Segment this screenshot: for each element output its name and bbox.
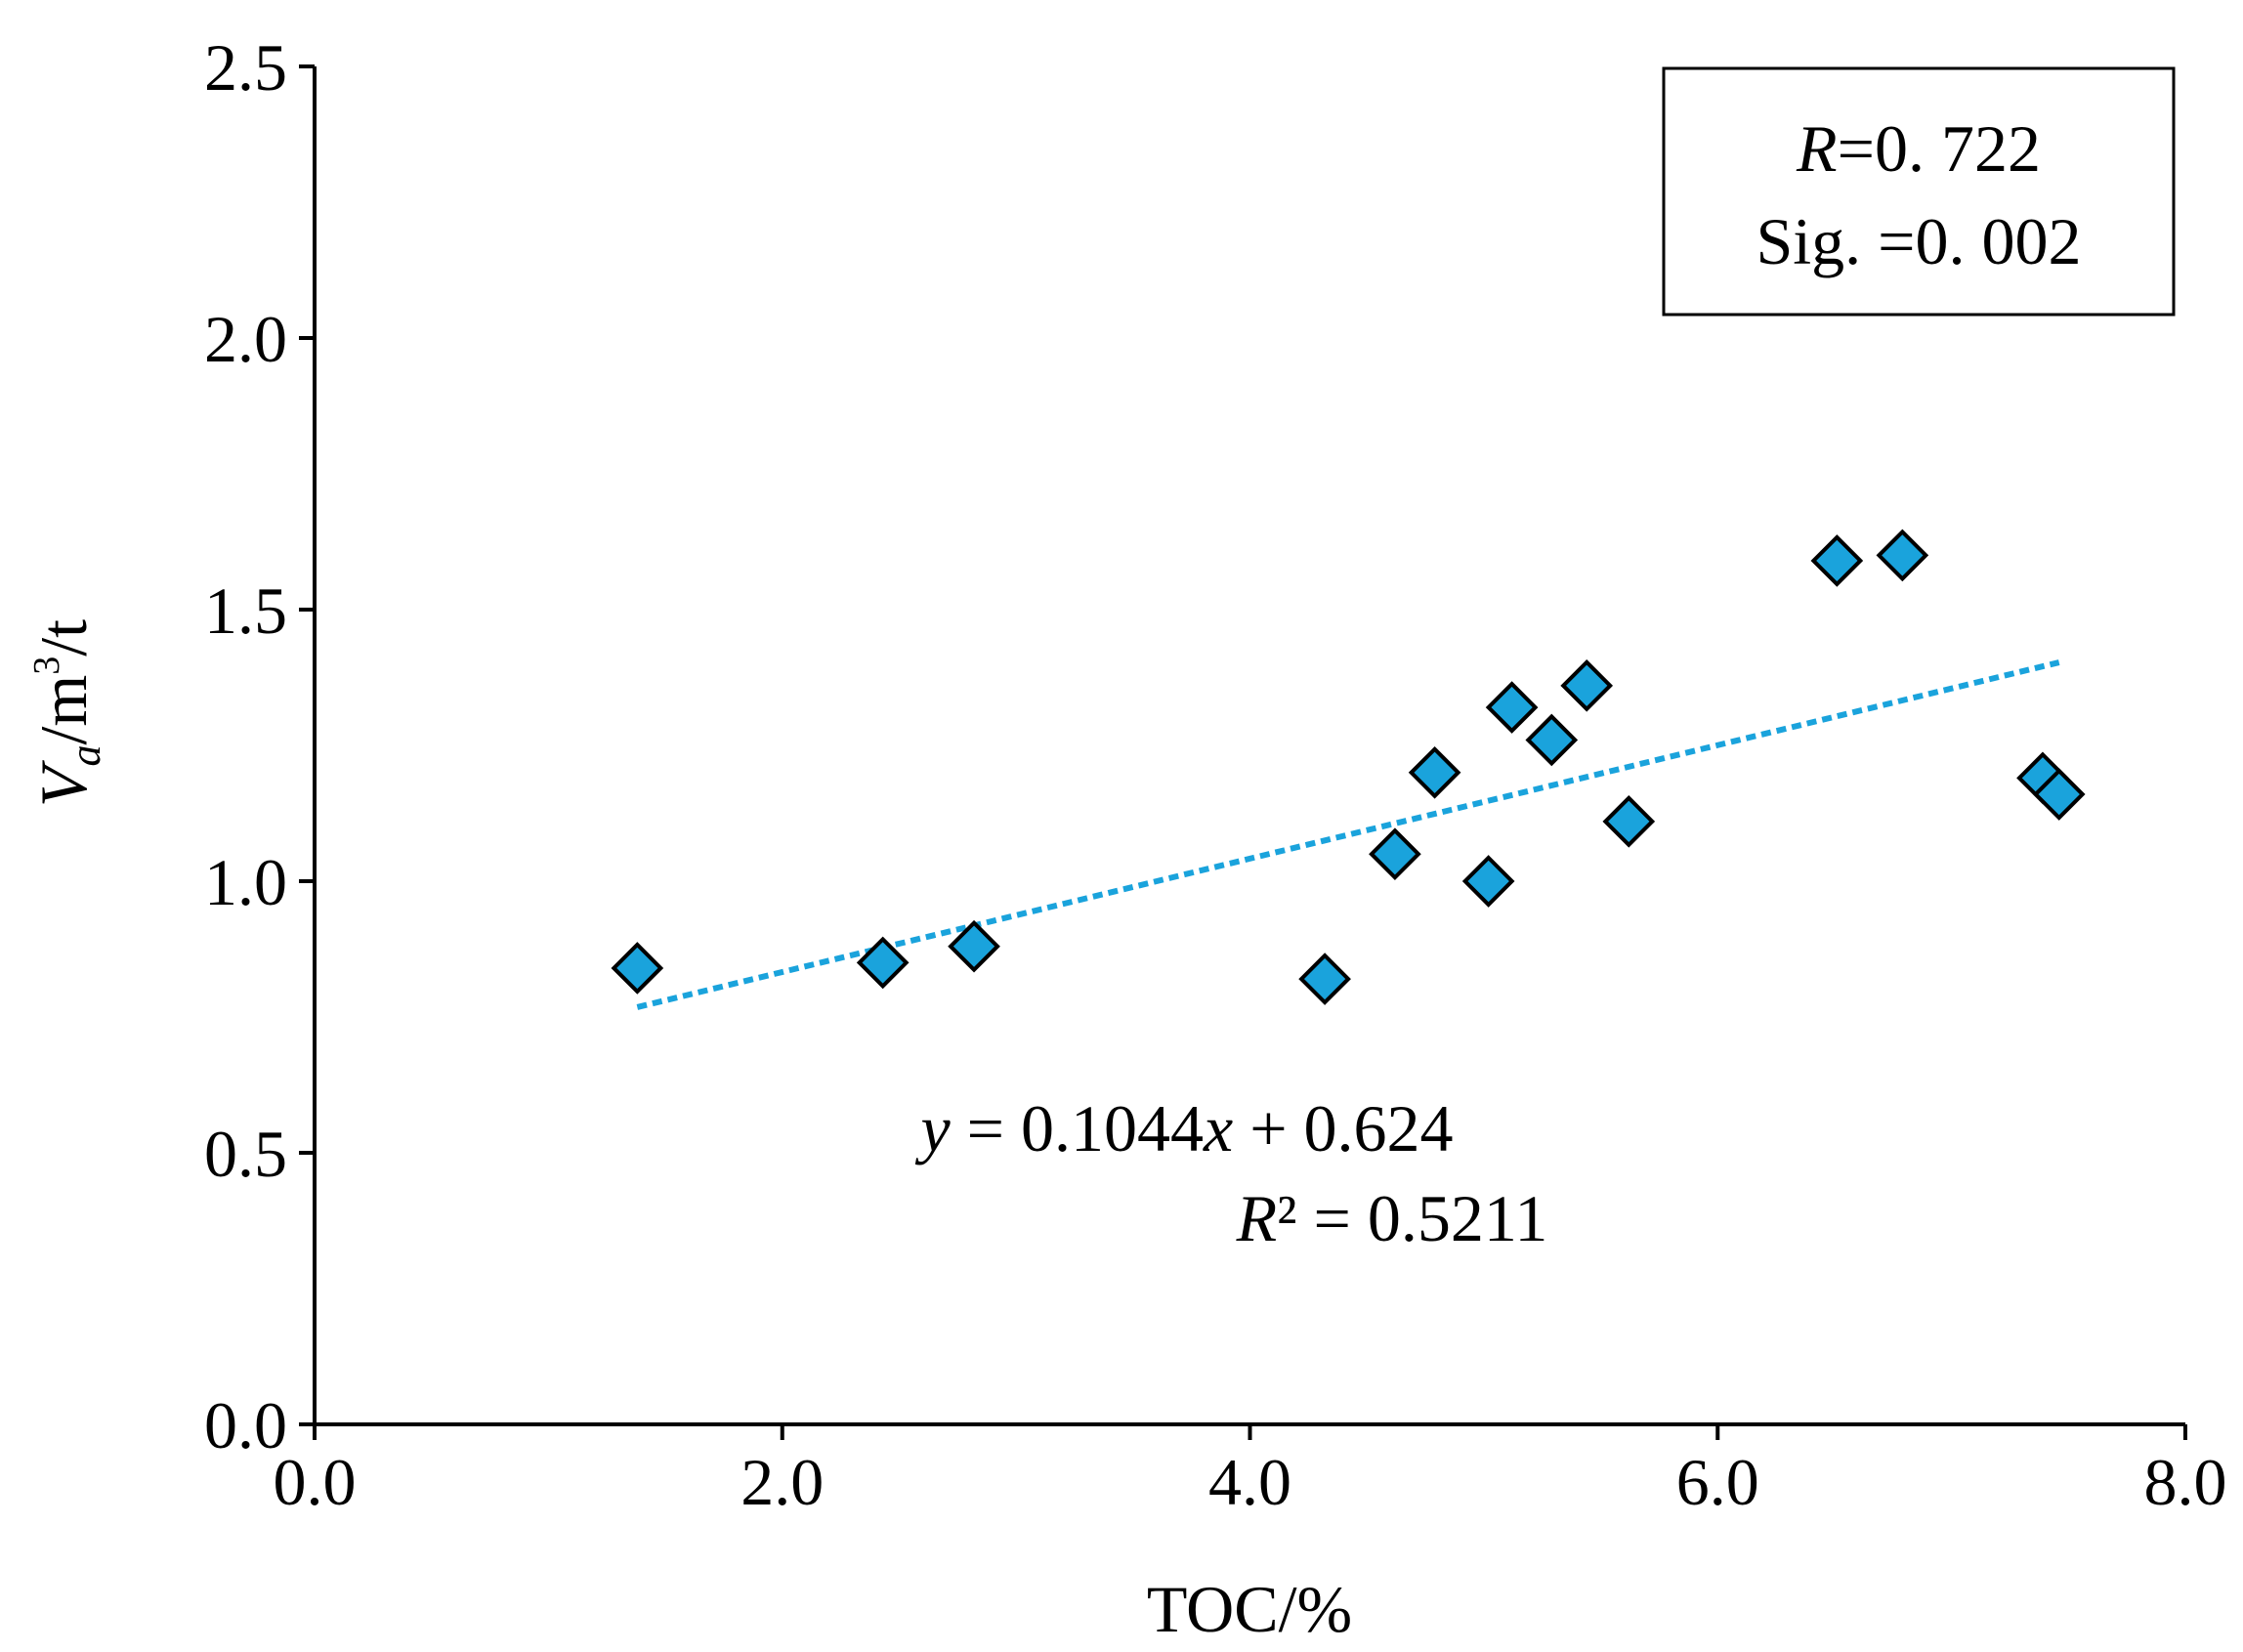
data-point xyxy=(1560,659,1614,712)
data-point xyxy=(2032,768,2086,821)
y-tick-label: 1.0 xyxy=(204,845,287,919)
stats-box: R=0. 722 Sig. =0. 002 xyxy=(1662,66,2176,317)
data-point xyxy=(948,919,1000,973)
data-point xyxy=(1525,713,1579,767)
data-point xyxy=(1369,827,1421,881)
y-tick-label: 2.5 xyxy=(204,30,287,105)
x-tick-label: 4.0 xyxy=(1208,1445,1291,1519)
y-axis-label: Va/m3/t xyxy=(26,619,109,807)
data-point xyxy=(1810,534,1864,587)
data-point xyxy=(856,936,910,990)
y-tick-label: 0.0 xyxy=(204,1388,287,1462)
regression-equation: y = 0.1044x + 0.624 R² = 0.5211 xyxy=(914,1091,1547,1255)
data-point xyxy=(1461,855,1515,908)
data-point xyxy=(1602,795,1656,848)
data-point xyxy=(1485,681,1539,734)
data-point xyxy=(611,942,664,995)
data-point xyxy=(1298,953,1351,1005)
y-tick-label: 1.5 xyxy=(204,573,287,648)
data-point xyxy=(1876,529,1929,582)
x-tick-label: 6.0 xyxy=(1676,1445,1759,1519)
data-point xyxy=(1408,745,1461,799)
trendline-layer xyxy=(636,659,2060,1010)
points xyxy=(611,529,2086,1005)
ticks: 0.0 0.5 1.0 1.5 2.0 2.5 0.0 2.0 4.0 6.0 8.0 xyxy=(204,30,2227,1519)
x-tick-label: 0.0 xyxy=(274,1445,357,1519)
stats-r-text: R=0. 722 xyxy=(1796,111,2041,186)
trendline xyxy=(636,659,2060,1010)
x-tick-label: 8.0 xyxy=(2144,1445,2227,1519)
r-squared-line: R² = 0.5211 xyxy=(1236,1181,1548,1255)
x-tick-label: 2.0 xyxy=(741,1445,824,1519)
stats-sig-text: Sig. =0. 002 xyxy=(1756,204,2081,278)
y-tick-label: 2.0 xyxy=(204,302,287,376)
stats-box-frame xyxy=(1662,66,2176,317)
x-axis-label: TOC/% xyxy=(1147,1572,1352,1646)
y-tick-label: 0.5 xyxy=(204,1117,287,1191)
equation-line: y = 0.1044x + 0.624 xyxy=(914,1091,1453,1165)
